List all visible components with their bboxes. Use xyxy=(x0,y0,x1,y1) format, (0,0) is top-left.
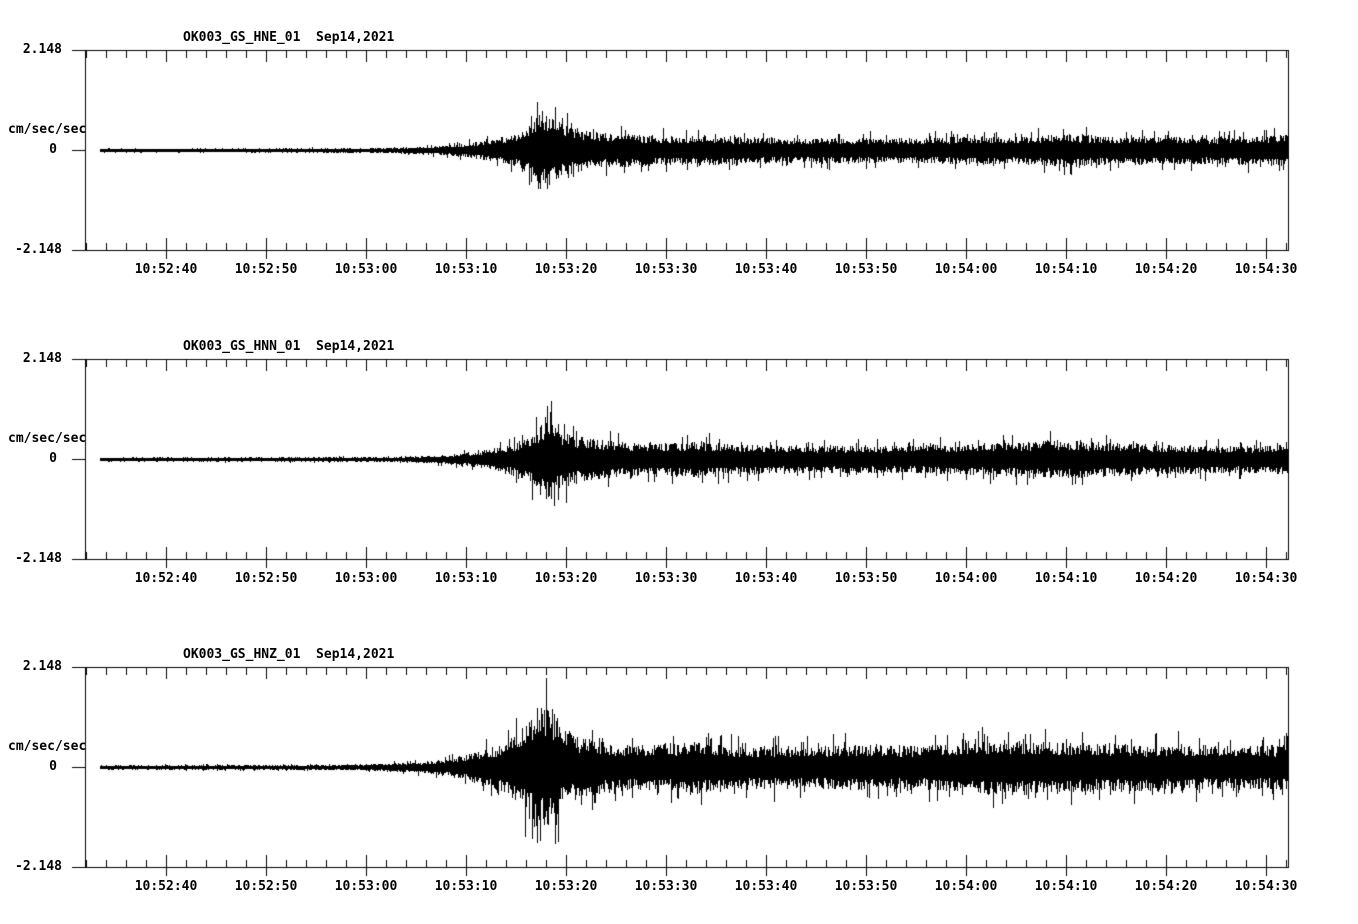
x-tick-label: 10:54:20 xyxy=(1134,262,1198,277)
y-tick-label-max: 2.148 xyxy=(22,659,62,674)
x-tick-label: 10:54:30 xyxy=(1234,879,1298,894)
x-tick-label: 10:53:40 xyxy=(734,879,798,894)
x-tick-label: 10:54:10 xyxy=(1034,262,1098,277)
x-tick-label: 10:53:20 xyxy=(534,262,598,277)
panel-title: OK003_GS_HNN_01 Sep14,2021 xyxy=(183,339,395,354)
x-tick-label: 10:54:20 xyxy=(1134,571,1198,586)
panel-title: OK003_GS_HNE_01 Sep14,2021 xyxy=(183,30,395,45)
x-tick-label: 10:52:50 xyxy=(234,262,298,277)
x-tick-label: 10:53:10 xyxy=(434,571,498,586)
x-tick-label: 10:53:40 xyxy=(734,571,798,586)
x-tick-label: 10:53:50 xyxy=(834,571,898,586)
x-tick-label: 10:54:00 xyxy=(934,571,998,586)
x-tick-label: 10:53:00 xyxy=(334,262,398,277)
y-tick-label-min: -2.148 xyxy=(15,859,62,874)
x-tick-label: 10:54:30 xyxy=(1234,571,1298,586)
x-tick-label: 10:53:30 xyxy=(634,879,698,894)
x-tick-label: 10:52:40 xyxy=(134,262,198,277)
x-tick-label: 10:53:30 xyxy=(634,262,698,277)
x-tick-label: 10:52:40 xyxy=(134,879,198,894)
x-tick-label: 10:53:20 xyxy=(534,571,598,586)
x-tick-label: 10:53:40 xyxy=(734,262,798,277)
y-tick-label-min: -2.148 xyxy=(15,551,62,566)
x-tick-label: 10:54:30 xyxy=(1234,262,1298,277)
y-tick-label-min: -2.148 xyxy=(15,242,62,257)
x-tick-label: 10:54:00 xyxy=(934,262,998,277)
y-axis-units-label: cm/sec/sec xyxy=(8,739,87,754)
x-tick-label: 10:54:00 xyxy=(934,879,998,894)
x-tick-label: 10:53:20 xyxy=(534,879,598,894)
y-axis-units-label: cm/sec/sec xyxy=(8,122,87,137)
x-tick-label: 10:52:50 xyxy=(234,879,298,894)
x-tick-label: 10:53:30 xyxy=(634,571,698,586)
y-tick-label-max: 2.148 xyxy=(22,42,62,57)
y-tick-label-max: 2.148 xyxy=(22,351,62,366)
x-tick-label: 10:54:10 xyxy=(1034,571,1098,586)
x-tick-label: 10:54:10 xyxy=(1034,879,1098,894)
y-axis-units-label: cm/sec/sec xyxy=(8,431,87,446)
x-tick-label: 10:52:40 xyxy=(134,571,198,586)
x-tick-label: 10:53:10 xyxy=(434,262,498,277)
x-tick-label: 10:53:10 xyxy=(434,879,498,894)
x-tick-label: 10:52:50 xyxy=(234,571,298,586)
y-tick-label-zero: 0 xyxy=(49,451,57,466)
x-tick-label: 10:53:00 xyxy=(334,571,398,586)
y-tick-label-zero: 0 xyxy=(49,142,57,157)
x-tick-label: 10:53:00 xyxy=(334,879,398,894)
x-tick-label: 10:53:50 xyxy=(834,879,898,894)
x-tick-label: 10:54:20 xyxy=(1134,879,1198,894)
x-tick-label: 10:53:50 xyxy=(834,262,898,277)
y-tick-label-zero: 0 xyxy=(49,759,57,774)
panel-title: OK003_GS_HNZ_01 Sep14,2021 xyxy=(183,647,395,662)
